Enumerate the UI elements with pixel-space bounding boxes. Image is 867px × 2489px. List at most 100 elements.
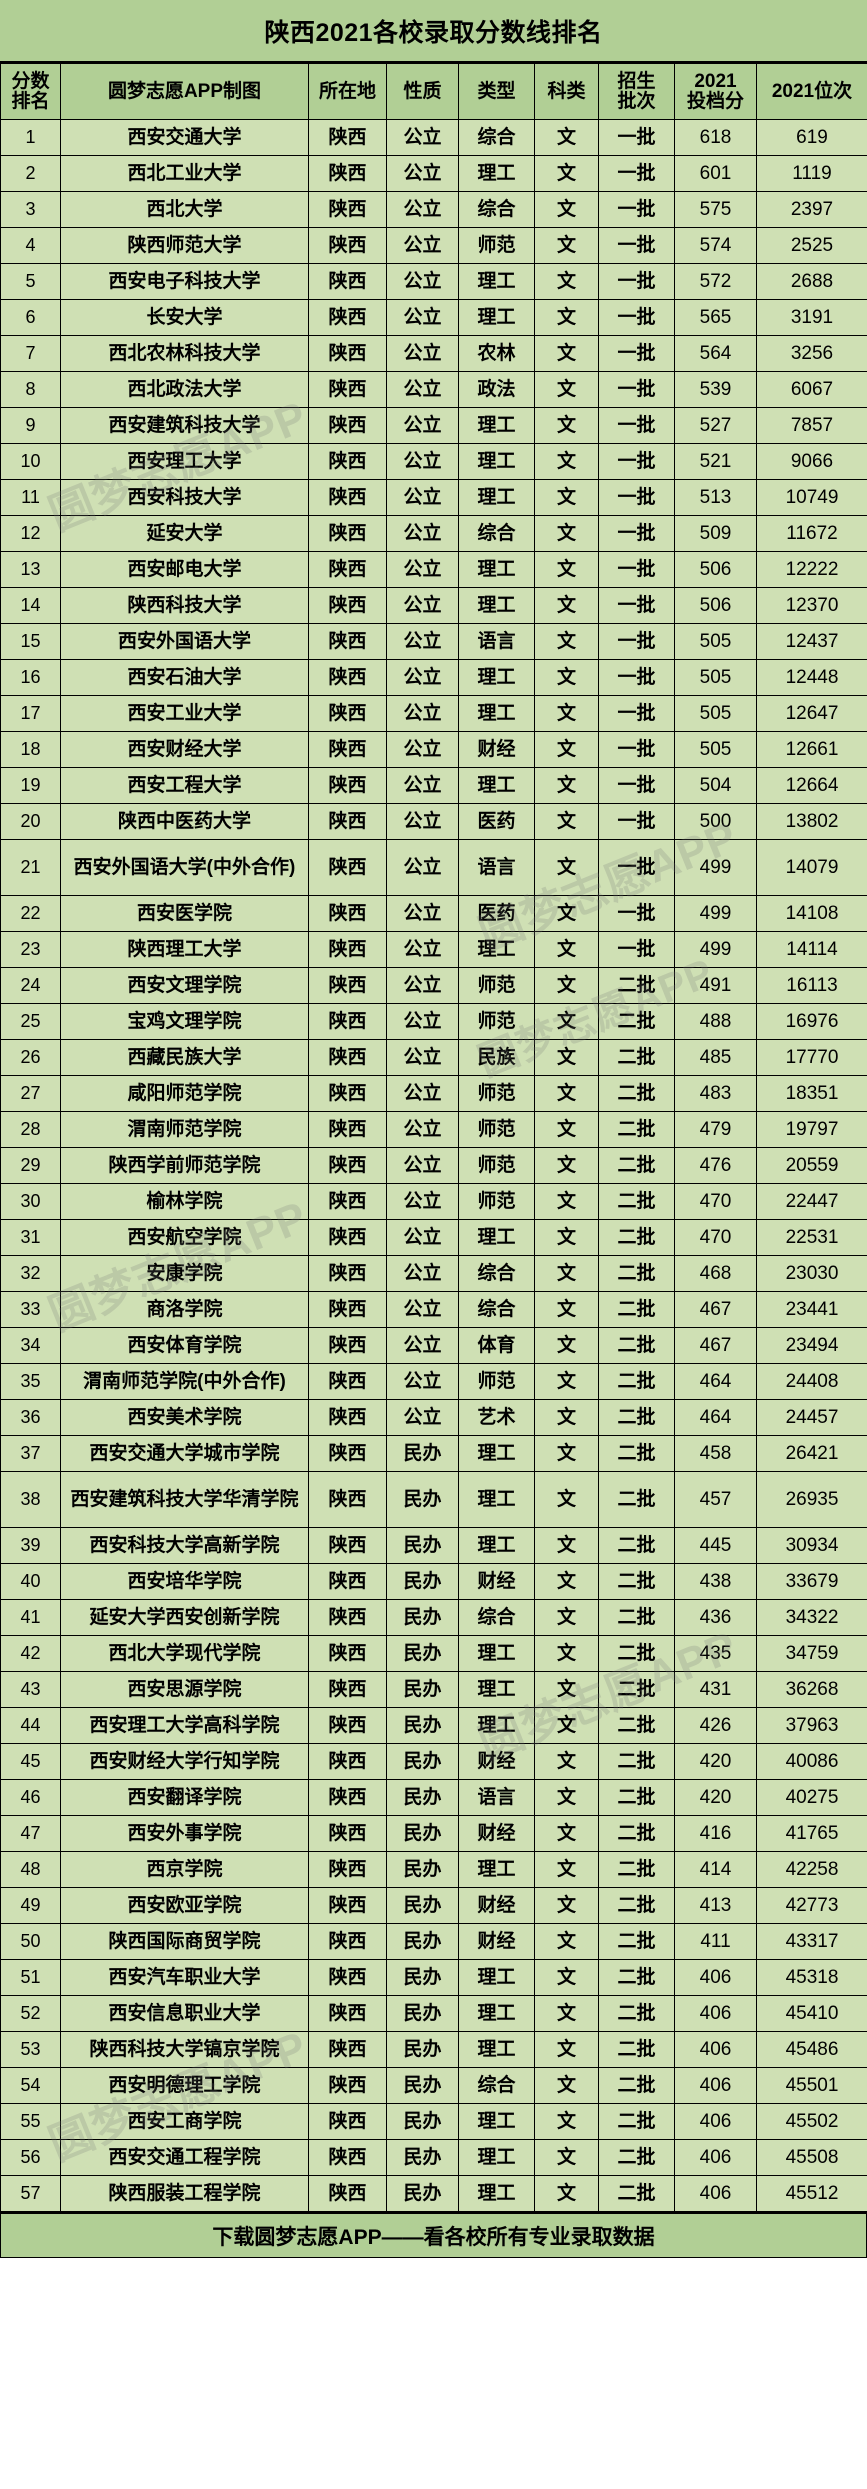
table-row[interactable]: 49 西安欧亚学院 陕西 民办 财经文二批 413 42773 (0, 1887, 867, 1924)
table-row[interactable]: 5 西安电子科技大学 陕西 公立 理工文一批 572 2688 (0, 263, 867, 300)
cell-position: 24457 (756, 1399, 867, 1436)
table-row[interactable]: 23 陕西理工大学 陕西 公立 理工文一批 499 14114 (0, 931, 867, 968)
table-row[interactable]: 57 陕西服装工程学院 陕西 民办 理工文二批 406 45512 (0, 2175, 867, 2212)
table-row[interactable]: 55 西安工商学院 陕西 民办 理工文二批 406 45502 (0, 2103, 867, 2140)
table-row[interactable]: 27 咸阳师范学院 陕西 公立 师范文二批 483 18351 (0, 1075, 867, 1112)
table-row[interactable]: 48 西京学院 陕西 民办 理工文二批 414 42258 (0, 1851, 867, 1888)
table-row[interactable]: 1 西安交通大学 陕西 公立 综合文一批 618 619 (0, 119, 867, 156)
cell-location: 陕西 (308, 1779, 387, 1816)
table-row[interactable]: 3 西北大学 陕西 公立 综合文一批 575 2397 (0, 191, 867, 228)
table-row[interactable]: 11 西安科技大学 陕西 公立 理工文一批 513 10749 (0, 479, 867, 516)
table-row[interactable]: 33 商洛学院 陕西 公立 综合文二批 467 23441 (0, 1291, 867, 1328)
cell-rank: 11 (0, 479, 61, 516)
cell-nature: 公立 (386, 1327, 459, 1364)
table-row[interactable]: 31 西安航空学院 陕西 公立 理工文二批 470 22531 (0, 1219, 867, 1256)
cell-position: 45318 (756, 1959, 867, 1996)
cell-type: 理工 (458, 2031, 535, 2068)
table-row[interactable]: 18 西安财经大学 陕西 公立 财经文一批 505 12661 (0, 731, 867, 768)
cell-rank: 8 (0, 371, 61, 408)
cell-nature: 公立 (386, 967, 459, 1004)
table-row[interactable]: 36 西安美术学院 陕西 公立 艺术文二批 464 24457 (0, 1399, 867, 1436)
cell-nature: 民办 (386, 1851, 459, 1888)
cell-location: 陕西 (308, 1887, 387, 1924)
table-row[interactable]: 42 西北大学现代学院 陕西 民办 理工文二批 435 34759 (0, 1635, 867, 1672)
table-row[interactable]: 37 西安交通大学城市学院 陕西 民办 理工文二批 458 26421 (0, 1435, 867, 1472)
table-row[interactable]: 43 西安思源学院 陕西 民办 理工文二批 431 36268 (0, 1671, 867, 1708)
table-row[interactable]: 24 西安文理学院 陕西 公立 师范文二批 491 16113 (0, 967, 867, 1004)
cell-batch: 一批 (598, 551, 675, 588)
cell-rank: 35 (0, 1363, 61, 1400)
table-row[interactable]: 6 长安大学 陕西 公立 理工文一批 565 3191 (0, 299, 867, 336)
table-row[interactable]: 7 西北农林科技大学 陕西 公立 农林文一批 564 3256 (0, 335, 867, 372)
cell-university-name: 西安思源学院 (60, 1671, 309, 1708)
table-row[interactable]: 4 陕西师范大学 陕西 公立 师范文一批 574 2525 (0, 227, 867, 264)
table-row[interactable]: 44 西安理工大学高科学院 陕西 民办 理工文二批 426 37963 (0, 1707, 867, 1744)
table-row[interactable]: 41 延安大学西安创新学院 陕西 民办 综合文二批 436 34322 (0, 1599, 867, 1636)
table-row[interactable]: 9 西安建筑科技大学 陕西 公立 理工文一批 527 7857 (0, 407, 867, 444)
table-row[interactable]: 20 陕西中医药大学 陕西 公立 医药文一批 500 13802 (0, 803, 867, 840)
table-row[interactable]: 29 陕西学前师范学院 陕西 公立 师范文二批 476 20559 (0, 1147, 867, 1184)
cell-nature: 公立 (386, 695, 459, 732)
cell-subject: 文 (534, 299, 599, 336)
cell-rank: 14 (0, 587, 61, 624)
cell-type: 理工 (458, 659, 535, 696)
cell-score: 420 (674, 1743, 757, 1780)
table-row[interactable]: 28 渭南师范学院 陕西 公立 师范文二批 479 19797 (0, 1111, 867, 1148)
cell-type: 理工 (458, 299, 535, 336)
table-row[interactable]: 2 西北工业大学 陕西 公立 理工文一批 601 1119 (0, 155, 867, 192)
table-row[interactable]: 56 西安交通工程学院 陕西 民办 理工文二批 406 45508 (0, 2139, 867, 2176)
cell-rank: 25 (0, 1003, 61, 1040)
cell-location: 陕西 (308, 895, 387, 932)
cell-rank: 12 (0, 515, 61, 552)
cell-batch: 二批 (598, 1599, 675, 1636)
cell-type: 综合 (458, 1599, 535, 1636)
table-row[interactable]: 16 西安石油大学 陕西 公立 理工文一批 505 12448 (0, 659, 867, 696)
cell-type: 理工 (458, 2139, 535, 2176)
cell-university-name: 西藏民族大学 (60, 1039, 309, 1076)
table-row[interactable]: 39 西安科技大学高新学院 陕西 民办 理工文二批 445 30934 (0, 1527, 867, 1564)
cell-batch: 一批 (598, 371, 675, 408)
cell-university-name: 陕西科技大学 (60, 587, 309, 624)
table-row[interactable]: 30 榆林学院 陕西 公立 师范文二批 470 22447 (0, 1183, 867, 1220)
table-row[interactable]: 12 延安大学 陕西 公立 综合文一批 509 11672 (0, 515, 867, 552)
cell-university-name: 西安外国语大学(中外合作) (60, 839, 309, 896)
table-row[interactable]: 45 西安财经大学行知学院 陕西 民办 财经文二批 420 40086 (0, 1743, 867, 1780)
table-row[interactable]: 21 西安外国语大学(中外合作) 陕西 公立 语言文一批 499 14079 (0, 839, 867, 896)
table-row[interactable]: 26 西藏民族大学 陕西 公立 民族文二批 485 17770 (0, 1039, 867, 1076)
table-row[interactable]: 22 西安医学院 陕西 公立 医药文一批 499 14108 (0, 895, 867, 932)
cell-score: 445 (674, 1527, 757, 1564)
cell-nature: 公立 (386, 119, 459, 156)
table-row[interactable]: 51 西安汽车职业大学 陕西 民办 理工文二批 406 45318 (0, 1959, 867, 1996)
table-row[interactable]: 53 陕西科技大学镐京学院 陕西 民办 理工文二批 406 45486 (0, 2031, 867, 2068)
table-row[interactable]: 10 西安理工大学 陕西 公立 理工文一批 521 9066 (0, 443, 867, 480)
table-row[interactable]: 17 西安工业大学 陕西 公立 理工文一批 505 12647 (0, 695, 867, 732)
cell-subject: 文 (534, 2103, 599, 2140)
table-row[interactable]: 47 西安外事学院 陕西 民办 财经文二批 416 41765 (0, 1815, 867, 1852)
table-row[interactable]: 32 安康学院 陕西 公立 综合文二批 468 23030 (0, 1255, 867, 1292)
cell-rank: 6 (0, 299, 61, 336)
cell-position: 45486 (756, 2031, 867, 2068)
cell-rank: 26 (0, 1039, 61, 1076)
table-row[interactable]: 54 西安明德理工学院 陕西 民办 综合文二批 406 45501 (0, 2067, 867, 2104)
cell-position: 23030 (756, 1255, 867, 1292)
table-row[interactable]: 40 西安培华学院 陕西 民办 财经文二批 438 33679 (0, 1563, 867, 1600)
table-row[interactable]: 19 西安工程大学 陕西 公立 理工文一批 504 12664 (0, 767, 867, 804)
table-row[interactable]: 8 西北政法大学 陕西 公立 政法文一批 539 6067 (0, 371, 867, 408)
cell-rank: 30 (0, 1183, 61, 1220)
cell-score: 414 (674, 1851, 757, 1888)
cell-university-name: 西安外事学院 (60, 1815, 309, 1852)
table-row[interactable]: 14 陕西科技大学 陕西 公立 理工文一批 506 12370 (0, 587, 867, 624)
table-row[interactable]: 38 西安建筑科技大学华清学院 陕西 民办 理工文二批 457 26935 (0, 1471, 867, 1528)
table-row[interactable]: 25 宝鸡文理学院 陕西 公立 师范文二批 488 16976 (0, 1003, 867, 1040)
table-row[interactable]: 13 西安邮电大学 陕西 公立 理工文一批 506 12222 (0, 551, 867, 588)
table-row[interactable]: 34 西安体育学院 陕西 公立 体育文二批 467 23494 (0, 1327, 867, 1364)
footer-banner: 下载圆梦志愿APP——看各校所有专业录取数据 (0, 2212, 867, 2258)
table-row[interactable]: 35 渭南师范学院(中外合作) 陕西 公立 师范文二批 464 24408 (0, 1363, 867, 1400)
table-row[interactable]: 50 陕西国际商贸学院 陕西 民办 财经文二批 411 43317 (0, 1923, 867, 1960)
cell-rank: 54 (0, 2067, 61, 2104)
table-row[interactable]: 52 西安信息职业大学 陕西 民办 理工文二批 406 45410 (0, 1995, 867, 2032)
table-row[interactable]: 15 西安外国语大学 陕西 公立 语言文一批 505 12437 (0, 623, 867, 660)
cell-score: 483 (674, 1075, 757, 1112)
table-row[interactable]: 46 西安翻译学院 陕西 民办 语言文二批 420 40275 (0, 1779, 867, 1816)
cell-subject: 文 (534, 1851, 599, 1888)
